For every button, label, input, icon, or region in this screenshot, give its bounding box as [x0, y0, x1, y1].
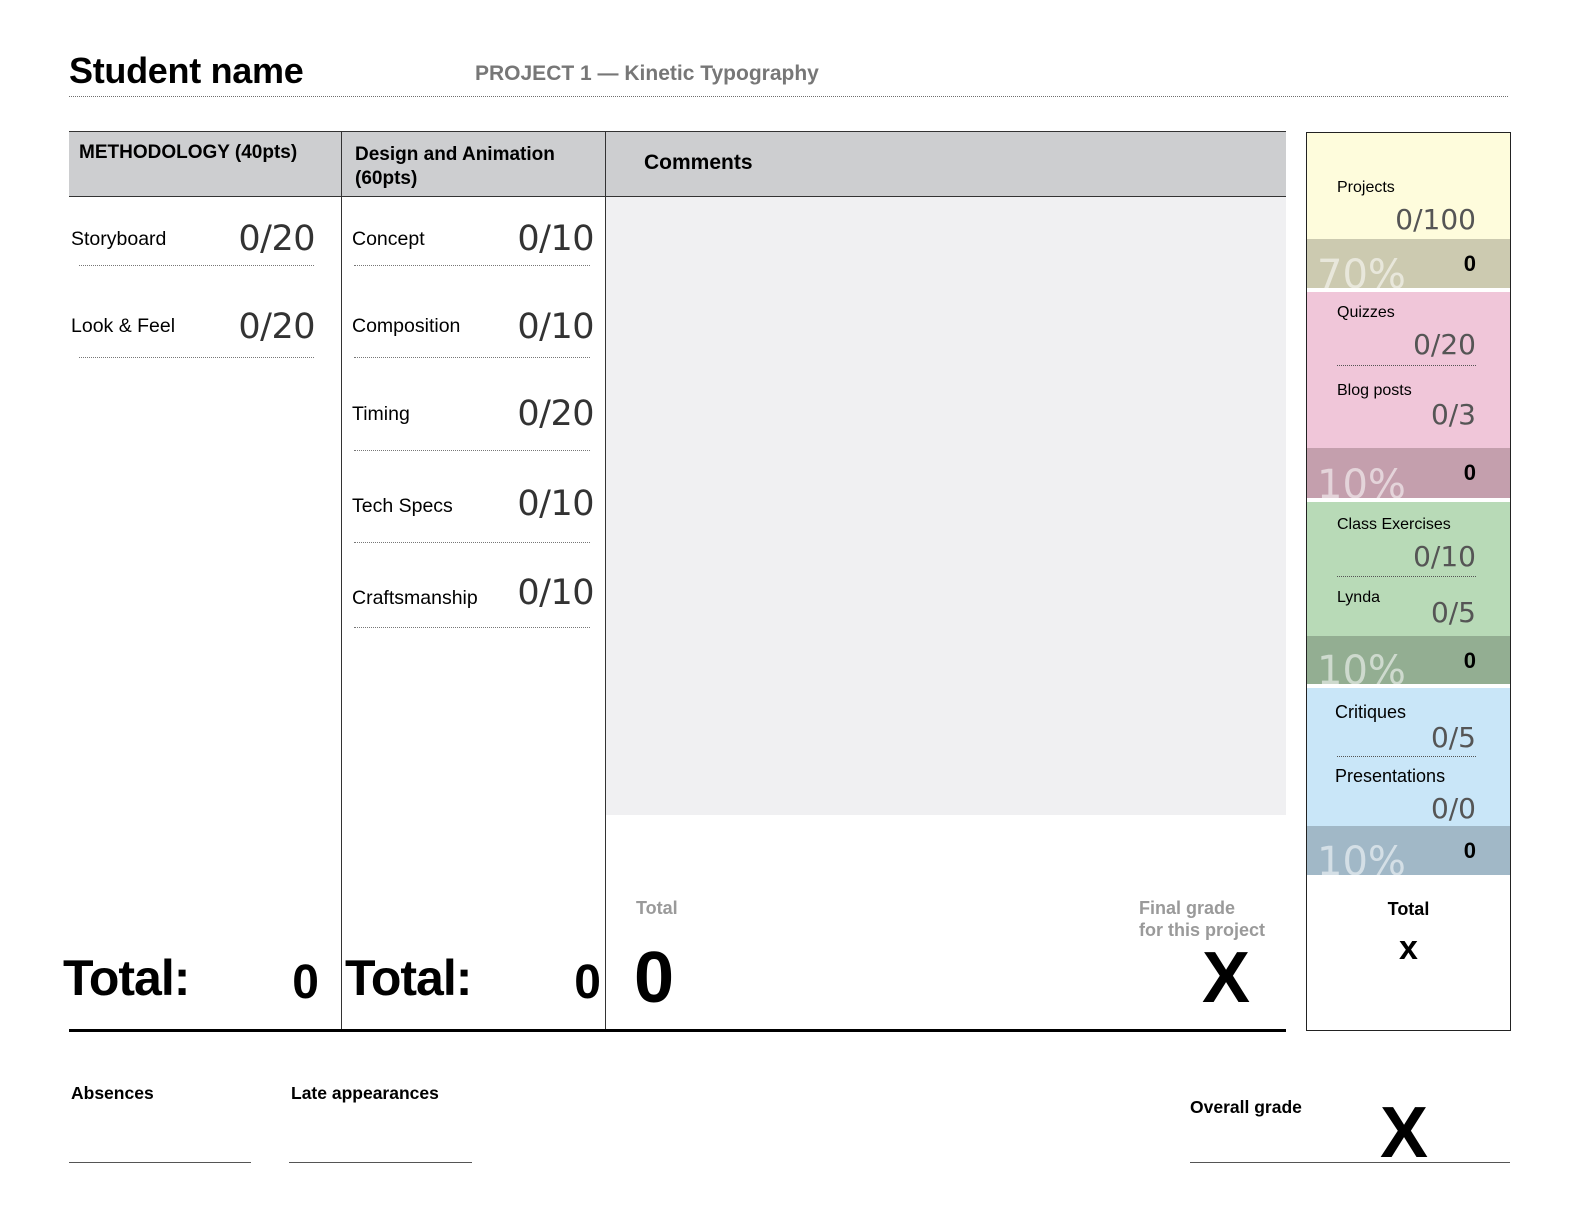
exercises-percent: 10% — [1317, 648, 1406, 684]
lynda-label: Lynda — [1337, 589, 1380, 606]
projects-score[interactable]: 0/100 — [1395, 203, 1476, 236]
column-divider — [341, 131, 342, 1031]
panel-rule — [1337, 576, 1476, 577]
lynda-score[interactable]: 0/5 — [1430, 596, 1476, 629]
comments-heading: Comments — [644, 151, 753, 174]
critiques-label: Critiques — [1335, 702, 1407, 722]
exercises-label: Class Exercises — [1337, 516, 1451, 533]
projects-band: Projects 0/100 — [1307, 133, 1510, 239]
comments-area[interactable] — [606, 197, 1286, 815]
criterion-score-craftsmanship[interactable]: 0/10 — [517, 573, 594, 613]
overall-grade-value: X — [1380, 1093, 1429, 1173]
critiques-score[interactable]: 0/5 — [1430, 721, 1476, 754]
design-heading-line2: (60pts) — [355, 168, 418, 189]
design-heading-line1: Design and Animation — [355, 144, 555, 165]
student-name: Student name — [69, 50, 304, 91]
panel-rule — [1337, 756, 1476, 757]
blog-score[interactable]: 0/3 — [1430, 398, 1476, 431]
criterion-score-composition[interactable]: 0/10 — [517, 307, 594, 347]
blog-label: Blog posts — [1337, 382, 1412, 399]
late-appearances-label: Late appearances — [291, 1083, 439, 1103]
criterion-label-craftsmanship: Craftsmanship — [352, 587, 478, 609]
criterion-label-timing: Timing — [352, 403, 410, 425]
criterion-score-storyboard[interactable]: 0/20 — [238, 219, 315, 259]
quizzes-subtotal: 0 — [1463, 460, 1476, 485]
comments-total-label: Total — [636, 898, 678, 918]
criterion-label-look-feel: Look & Feel — [71, 315, 176, 337]
panel-total-label: Total — [1387, 899, 1430, 919]
final-grade-label: Final grade for this project — [1139, 897, 1265, 941]
critiques-band: Critiques 0/5 Presentations 0/0 — [1307, 688, 1510, 826]
grading-table: METHODOLOGY (40pts) Design and Animation… — [63, 131, 1286, 1032]
criterion-rule — [354, 542, 590, 543]
comments-total-value: 0 — [634, 938, 675, 1018]
criterion-rule — [354, 265, 590, 266]
table-bottom-rule — [69, 1029, 1286, 1032]
criterion-score-timing[interactable]: 0/20 — [517, 394, 594, 434]
exercises-weight-band: 10% 0 — [1307, 636, 1510, 684]
methodology-heading: METHODOLOGY (40pts) — [79, 142, 298, 163]
projects-weight-band: 70% 0 — [1307, 239, 1510, 288]
panel-rule — [1337, 365, 1476, 366]
criterion-label-concept: Concept — [352, 228, 425, 250]
methodology-total-value: 0 — [292, 956, 319, 1009]
projects-label: Projects — [1337, 179, 1395, 196]
critiques-percent: 10% — [1317, 839, 1406, 875]
design-total-value: 0 — [574, 956, 601, 1009]
presentations-score[interactable]: 0/0 — [1430, 792, 1476, 825]
absences-field[interactable] — [69, 1162, 251, 1163]
band-separator — [1307, 498, 1510, 502]
table-header-row — [69, 131, 1286, 197]
band-separator — [1307, 684, 1510, 688]
band-separator — [1307, 288, 1510, 292]
overall-grade-field[interactable] — [1190, 1162, 1510, 1163]
criterion-score-tech-specs[interactable]: 0/10 — [517, 484, 594, 524]
quizzes-weight-band: 10% 0 — [1307, 448, 1510, 498]
projects-subtotal: 0 — [1463, 251, 1476, 276]
projects-percent: 70% — [1317, 252, 1406, 288]
criterion-rule — [79, 265, 314, 266]
criterion-score-concept[interactable]: 0/10 — [517, 219, 594, 259]
critiques-weight-band: 10% 0 — [1307, 826, 1510, 875]
quizzes-score[interactable]: 0/20 — [1413, 328, 1476, 361]
absences-label: Absences — [71, 1083, 154, 1103]
final-grade-label-line1: Final grade — [1139, 898, 1236, 918]
methodology-total-label: Total: — [63, 950, 190, 1006]
quizzes-label: Quizzes — [1337, 304, 1395, 321]
criterion-rule — [79, 357, 314, 358]
exercises-subtotal: 0 — [1463, 648, 1476, 673]
criterion-rule — [354, 357, 590, 358]
criterion-label-composition: Composition — [352, 315, 461, 337]
exercises-band: Class Exercises 0/10 Lynda 0/5 — [1307, 502, 1510, 636]
header-divider — [69, 96, 1508, 97]
quizzes-percent: 10% — [1317, 462, 1406, 498]
criterion-label-tech-specs: Tech Specs — [352, 495, 453, 517]
design-heading: Design and Animation (60pts) — [355, 143, 555, 191]
criterion-score-look-feel[interactable]: 0/20 — [238, 307, 315, 347]
presentations-label: Presentations — [1335, 766, 1446, 786]
exercises-score[interactable]: 0/10 — [1413, 540, 1476, 573]
late-appearances-field[interactable] — [289, 1162, 472, 1163]
project-title: PROJECT 1 — Kinetic Typography — [475, 62, 819, 85]
column-divider — [605, 131, 606, 1031]
final-grade-label-line2: for this project — [1139, 920, 1266, 940]
overall-grade-label: Overall grade — [1190, 1097, 1302, 1117]
final-grade-value: X — [1202, 938, 1251, 1018]
quizzes-band: Quizzes 0/20 Blog posts 0/3 — [1307, 292, 1510, 448]
panel-total-value: x — [1399, 929, 1418, 967]
critiques-subtotal: 0 — [1463, 838, 1476, 863]
criterion-rule — [354, 627, 590, 628]
design-total-label: Total: — [345, 950, 472, 1006]
criterion-label-storyboard: Storyboard — [71, 228, 167, 250]
grade-summary-panel: Projects 0/100 70% 0 Quizzes 0/20 Blog p… — [1306, 132, 1511, 1031]
criterion-rule — [354, 450, 590, 451]
